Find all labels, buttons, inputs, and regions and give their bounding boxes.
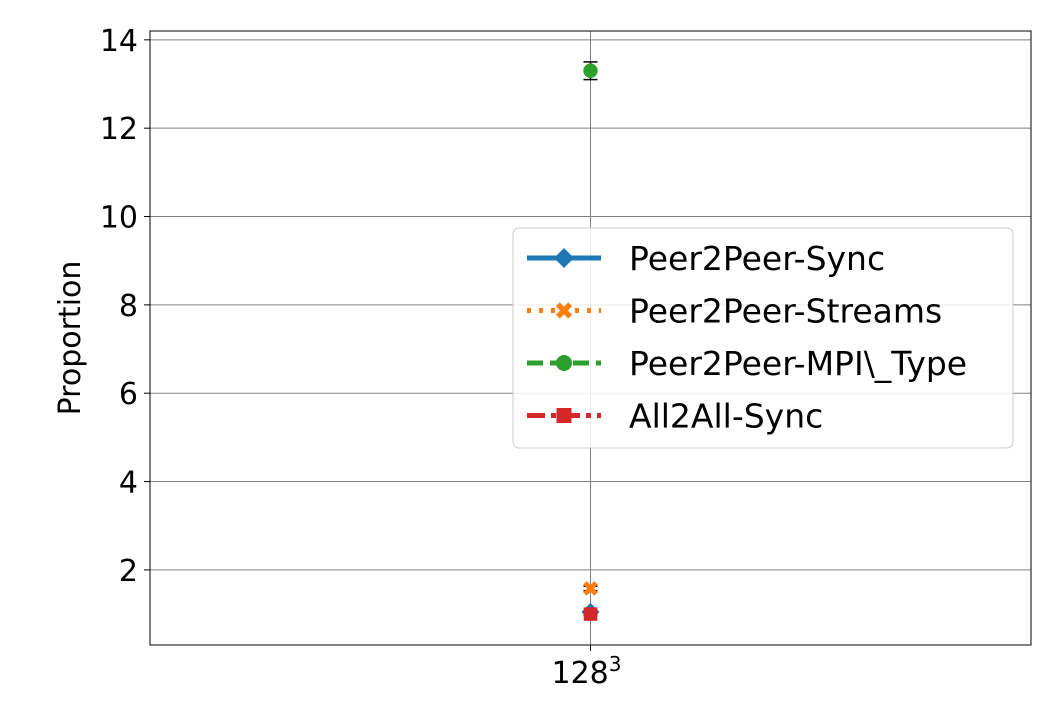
series-all2all-sync xyxy=(583,607,598,621)
series-peer2peer-mpi-type xyxy=(583,61,598,81)
x-tick-superscript: 3 xyxy=(609,652,622,676)
plot-frame xyxy=(149,30,1032,646)
legend-box xyxy=(512,227,1014,449)
data-marks xyxy=(581,61,600,621)
y-tick-label: 12 xyxy=(100,112,138,147)
legend-item: Peer2Peer-MPI\_Type xyxy=(527,344,967,383)
marker-diamond xyxy=(554,248,574,268)
y-tick-label: 10 xyxy=(100,201,138,236)
y-tick-label: 14 xyxy=(100,24,138,59)
y-tick-label: 2 xyxy=(119,554,138,589)
legend-label: Peer2Peer-Streams xyxy=(629,292,942,331)
y-tick-label: 4 xyxy=(119,466,138,501)
legend-label: All2All-Sync xyxy=(629,397,823,436)
marker-x-stroke xyxy=(555,302,573,319)
y-tick-label: 8 xyxy=(119,289,138,324)
y-tick-label: 6 xyxy=(119,377,138,412)
legend-label: Peer2Peer-MPI\_Type xyxy=(629,344,967,383)
x-tick-label: 1283 xyxy=(552,652,622,691)
series-peer2peer-streams xyxy=(583,581,598,596)
legend-label: Peer2Peer-Sync xyxy=(629,239,885,278)
marker-square xyxy=(556,408,572,423)
legend: Peer2Peer-Sync Peer2Peer-Streams Peer2Peer… xyxy=(512,227,1014,449)
marker-x xyxy=(583,581,598,596)
x-axis: 1283 xyxy=(552,645,622,691)
legend-item: All2All-Sync xyxy=(527,397,823,436)
legend-item: Peer2Peer-Sync xyxy=(527,239,885,278)
marker-circle xyxy=(583,63,598,78)
marker-circle xyxy=(556,355,572,371)
marker-x xyxy=(555,302,573,319)
legend-item: Peer2Peer-Streams xyxy=(527,292,942,331)
marker-x-stroke xyxy=(583,581,598,596)
y-axis: 2 4 6 8 10 12 14 xyxy=(100,24,150,589)
y-axis-title: Proportion xyxy=(53,261,88,416)
marker-square xyxy=(583,607,598,621)
